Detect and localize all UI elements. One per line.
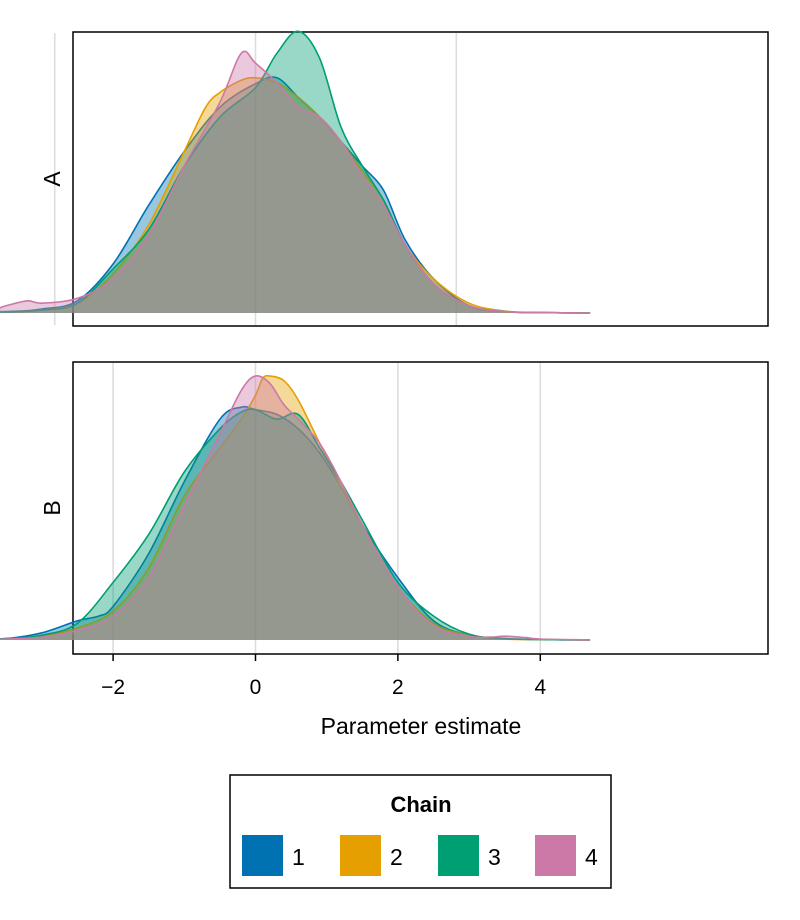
- panel-b-chain-2-area: [0, 375, 591, 640]
- panel-b-density-areas: [0, 374, 591, 641]
- panel-a-chain-4-area: [0, 51, 591, 313]
- legend-swatch-2: [340, 835, 381, 876]
- legend-swatch-4: [535, 835, 576, 876]
- panel-a-frame: [72, 31, 769, 327]
- panel-b-chain-4-area: [0, 375, 591, 640]
- x-axis-title: Parameter estimate: [321, 713, 522, 739]
- legend-swatch-3: [438, 835, 479, 876]
- panel-a-chain-4-line: [0, 50, 591, 314]
- panel-b-chain-1-area: [0, 406, 591, 640]
- panel-a-chain-1-area: [0, 77, 591, 313]
- panel-a-gridlines: [53, 33, 458, 325]
- x-tick-label: 4: [534, 676, 546, 699]
- panel-b-gridlines: [112, 363, 542, 653]
- panel-b-chain-3-area: [0, 408, 591, 640]
- panel-b-chain-3-line: [0, 408, 591, 641]
- legend-label-1: 1: [292, 844, 305, 870]
- x-tick-label: 0: [250, 676, 262, 699]
- panel-a: A: [0, 30, 769, 327]
- x-tick-label: −2: [101, 676, 125, 699]
- legend-swatch-1: [242, 835, 283, 876]
- legend: Chain 1 2 3 4: [229, 774, 612, 889]
- legend-label-3: 3: [488, 844, 501, 870]
- legend-label-4: 4: [585, 844, 598, 870]
- panel-a-chain-2-area: [0, 77, 591, 313]
- panel-a-label: A: [39, 171, 65, 187]
- legend-entries: 1 2 3 4: [242, 835, 598, 876]
- panel-b-chain-4-line: [0, 374, 591, 641]
- panel-a-chain-3-area: [0, 31, 591, 313]
- panel-a-density-areas: [0, 30, 591, 314]
- x-tick-label: 2: [392, 676, 404, 699]
- panel-b-chain-1-line: [0, 405, 591, 641]
- legend-label-2: 2: [390, 844, 403, 870]
- legend-title: Chain: [390, 792, 451, 817]
- panel-b-label: B: [39, 500, 65, 515]
- panel-b-chain-2-line: [0, 374, 591, 641]
- panel-b: B: [0, 361, 769, 655]
